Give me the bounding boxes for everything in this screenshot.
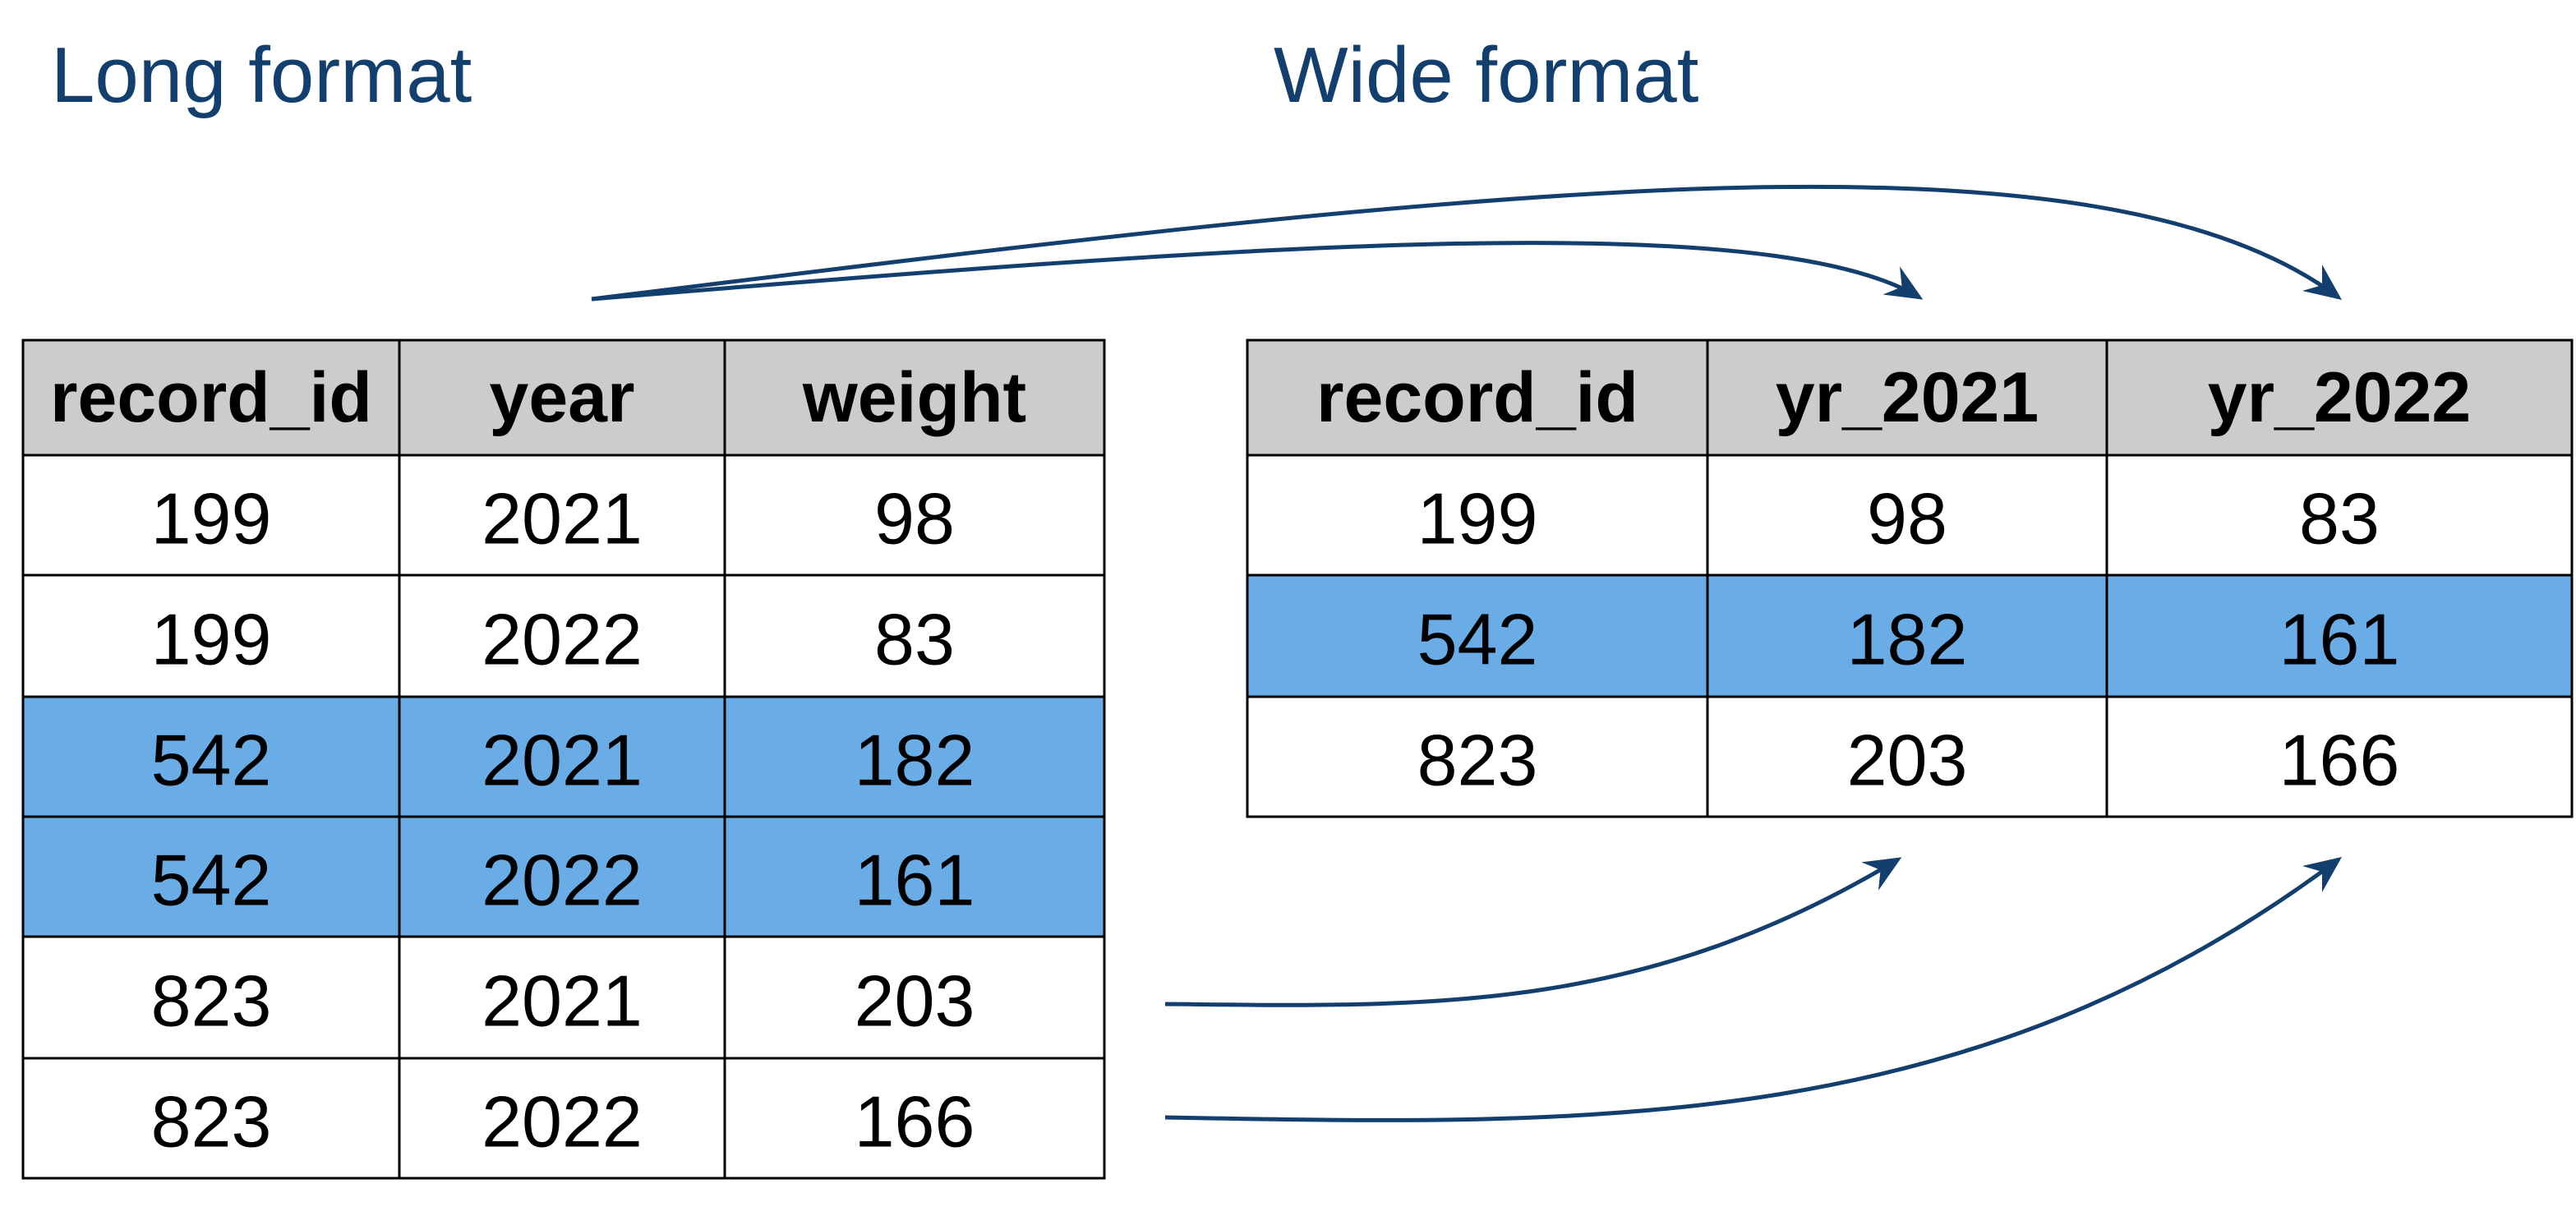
table-cell xyxy=(2105,339,2574,457)
column-header: yr_2022 xyxy=(2208,358,2471,437)
table-value: 166 xyxy=(2279,720,2400,801)
table-cell xyxy=(1246,573,1709,698)
table-value: 2022 xyxy=(482,599,643,680)
table-cell xyxy=(398,573,726,698)
arrow xyxy=(1164,857,1902,1007)
table-cell xyxy=(2105,573,2574,698)
table-cell xyxy=(723,815,1106,938)
table-cell xyxy=(1246,339,1709,457)
table-value: 98 xyxy=(874,478,955,560)
table-cell xyxy=(398,1057,726,1180)
table-value: 2022 xyxy=(482,840,643,921)
table-cell xyxy=(1246,454,1709,577)
table-cell xyxy=(398,815,726,938)
table-cell xyxy=(1706,573,2108,698)
table-value: 161 xyxy=(855,840,975,921)
table-value: 542 xyxy=(151,840,272,921)
table-value: 542 xyxy=(151,720,272,801)
table-cell xyxy=(723,695,1106,818)
table-cell xyxy=(398,695,726,818)
table-value: 542 xyxy=(1417,599,1538,680)
table-cell xyxy=(723,454,1106,577)
table-value: 203 xyxy=(1847,720,1968,801)
table-value: 2021 xyxy=(482,478,643,560)
table-cell xyxy=(1706,695,2108,818)
table-value: 2021 xyxy=(482,720,643,801)
table-cell xyxy=(21,1057,401,1180)
table-value: 2022 xyxy=(482,1081,643,1163)
table-cell xyxy=(2105,695,2574,818)
table-cell xyxy=(2105,454,2574,577)
table-value: 823 xyxy=(1417,720,1538,801)
table-value: 182 xyxy=(855,720,975,801)
column-header: record_id xyxy=(50,358,372,437)
table-cell xyxy=(21,815,401,938)
column-header: yr_2021 xyxy=(1776,358,2039,437)
arrow xyxy=(1164,857,2343,1122)
table-value: 823 xyxy=(151,960,272,1042)
table-value: 199 xyxy=(1417,478,1538,560)
table-value: 98 xyxy=(1867,478,1947,560)
long-title: Long format xyxy=(51,31,472,119)
table-cell xyxy=(723,935,1106,1060)
arrow xyxy=(591,184,2343,302)
table-cell xyxy=(1246,695,1709,818)
table-value: 161 xyxy=(2279,599,2400,680)
table-value: 83 xyxy=(874,599,955,680)
wide-title: Wide format xyxy=(1274,31,1698,119)
column-header: record_id xyxy=(1316,358,1638,437)
table-value: 166 xyxy=(855,1081,975,1163)
table-cell xyxy=(21,695,401,818)
table-value: 203 xyxy=(855,960,975,1042)
table-cell xyxy=(1706,339,2108,457)
arrow xyxy=(591,241,1924,302)
table-value: 199 xyxy=(151,478,272,560)
table-cell xyxy=(723,573,1106,698)
table-value: 182 xyxy=(1847,599,1968,680)
table-cell xyxy=(1706,454,2108,577)
table-value: 823 xyxy=(151,1081,272,1163)
table-value: 83 xyxy=(2299,478,2380,560)
table-cell xyxy=(398,339,726,457)
table-value: 2021 xyxy=(482,960,643,1042)
column-header: weight xyxy=(802,358,1026,437)
table-cell xyxy=(723,1057,1106,1180)
column-header: year xyxy=(490,358,635,437)
table-value: 199 xyxy=(151,599,272,680)
